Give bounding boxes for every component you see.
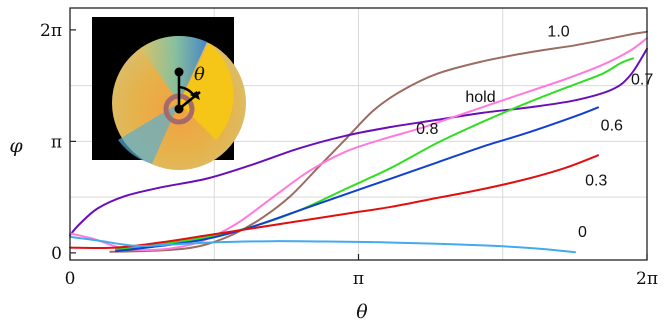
series-label-hold: hold [465,89,495,106]
series-curves [69,30,648,254]
series-label-1-0: 1.0 [547,23,569,40]
x-tick-label: 0 [65,269,76,289]
series-line-0-8 [69,37,648,252]
series-label-0-8: 0.8 [416,121,438,138]
inset-theta-label: θ [194,64,205,85]
y-tick-label: 2π [40,21,62,41]
y-axis: 0 π 2π [40,21,76,264]
y-tick-label: π [51,132,62,152]
inset-blue-region-top [141,35,207,103]
inset-arc-arrowhead [190,91,200,100]
y-axis-label: φ [9,135,23,157]
inset-top-dot [174,67,184,77]
series-line-0-6 [114,106,599,253]
series-line-0 [69,235,577,254]
series-label-0-3: 0.3 [585,172,607,189]
series-labels: 1.0 hold 0.8 0.7 0.6 0.3 0 [416,23,653,241]
inset-blue-region-bottom [118,103,179,164]
y-tick-label: 0 [51,244,62,264]
series-line-hold [69,47,648,237]
x-tick-label: 2π [636,269,658,289]
x-tick-label: π [353,269,364,289]
inset-center-dot [174,104,184,114]
x-axis: 0 π 2π [65,254,658,289]
series-label-0: 0 [578,224,587,241]
series-line-0-7 [114,57,634,251]
series-label-0-6: 0.6 [601,117,623,134]
series-line-0-3 [69,154,599,249]
series-label-0-7: 0.7 [631,71,653,88]
inset-image: θ [92,17,246,170]
x-axis-label: θ [356,301,368,323]
series-line-1-0 [109,30,648,253]
